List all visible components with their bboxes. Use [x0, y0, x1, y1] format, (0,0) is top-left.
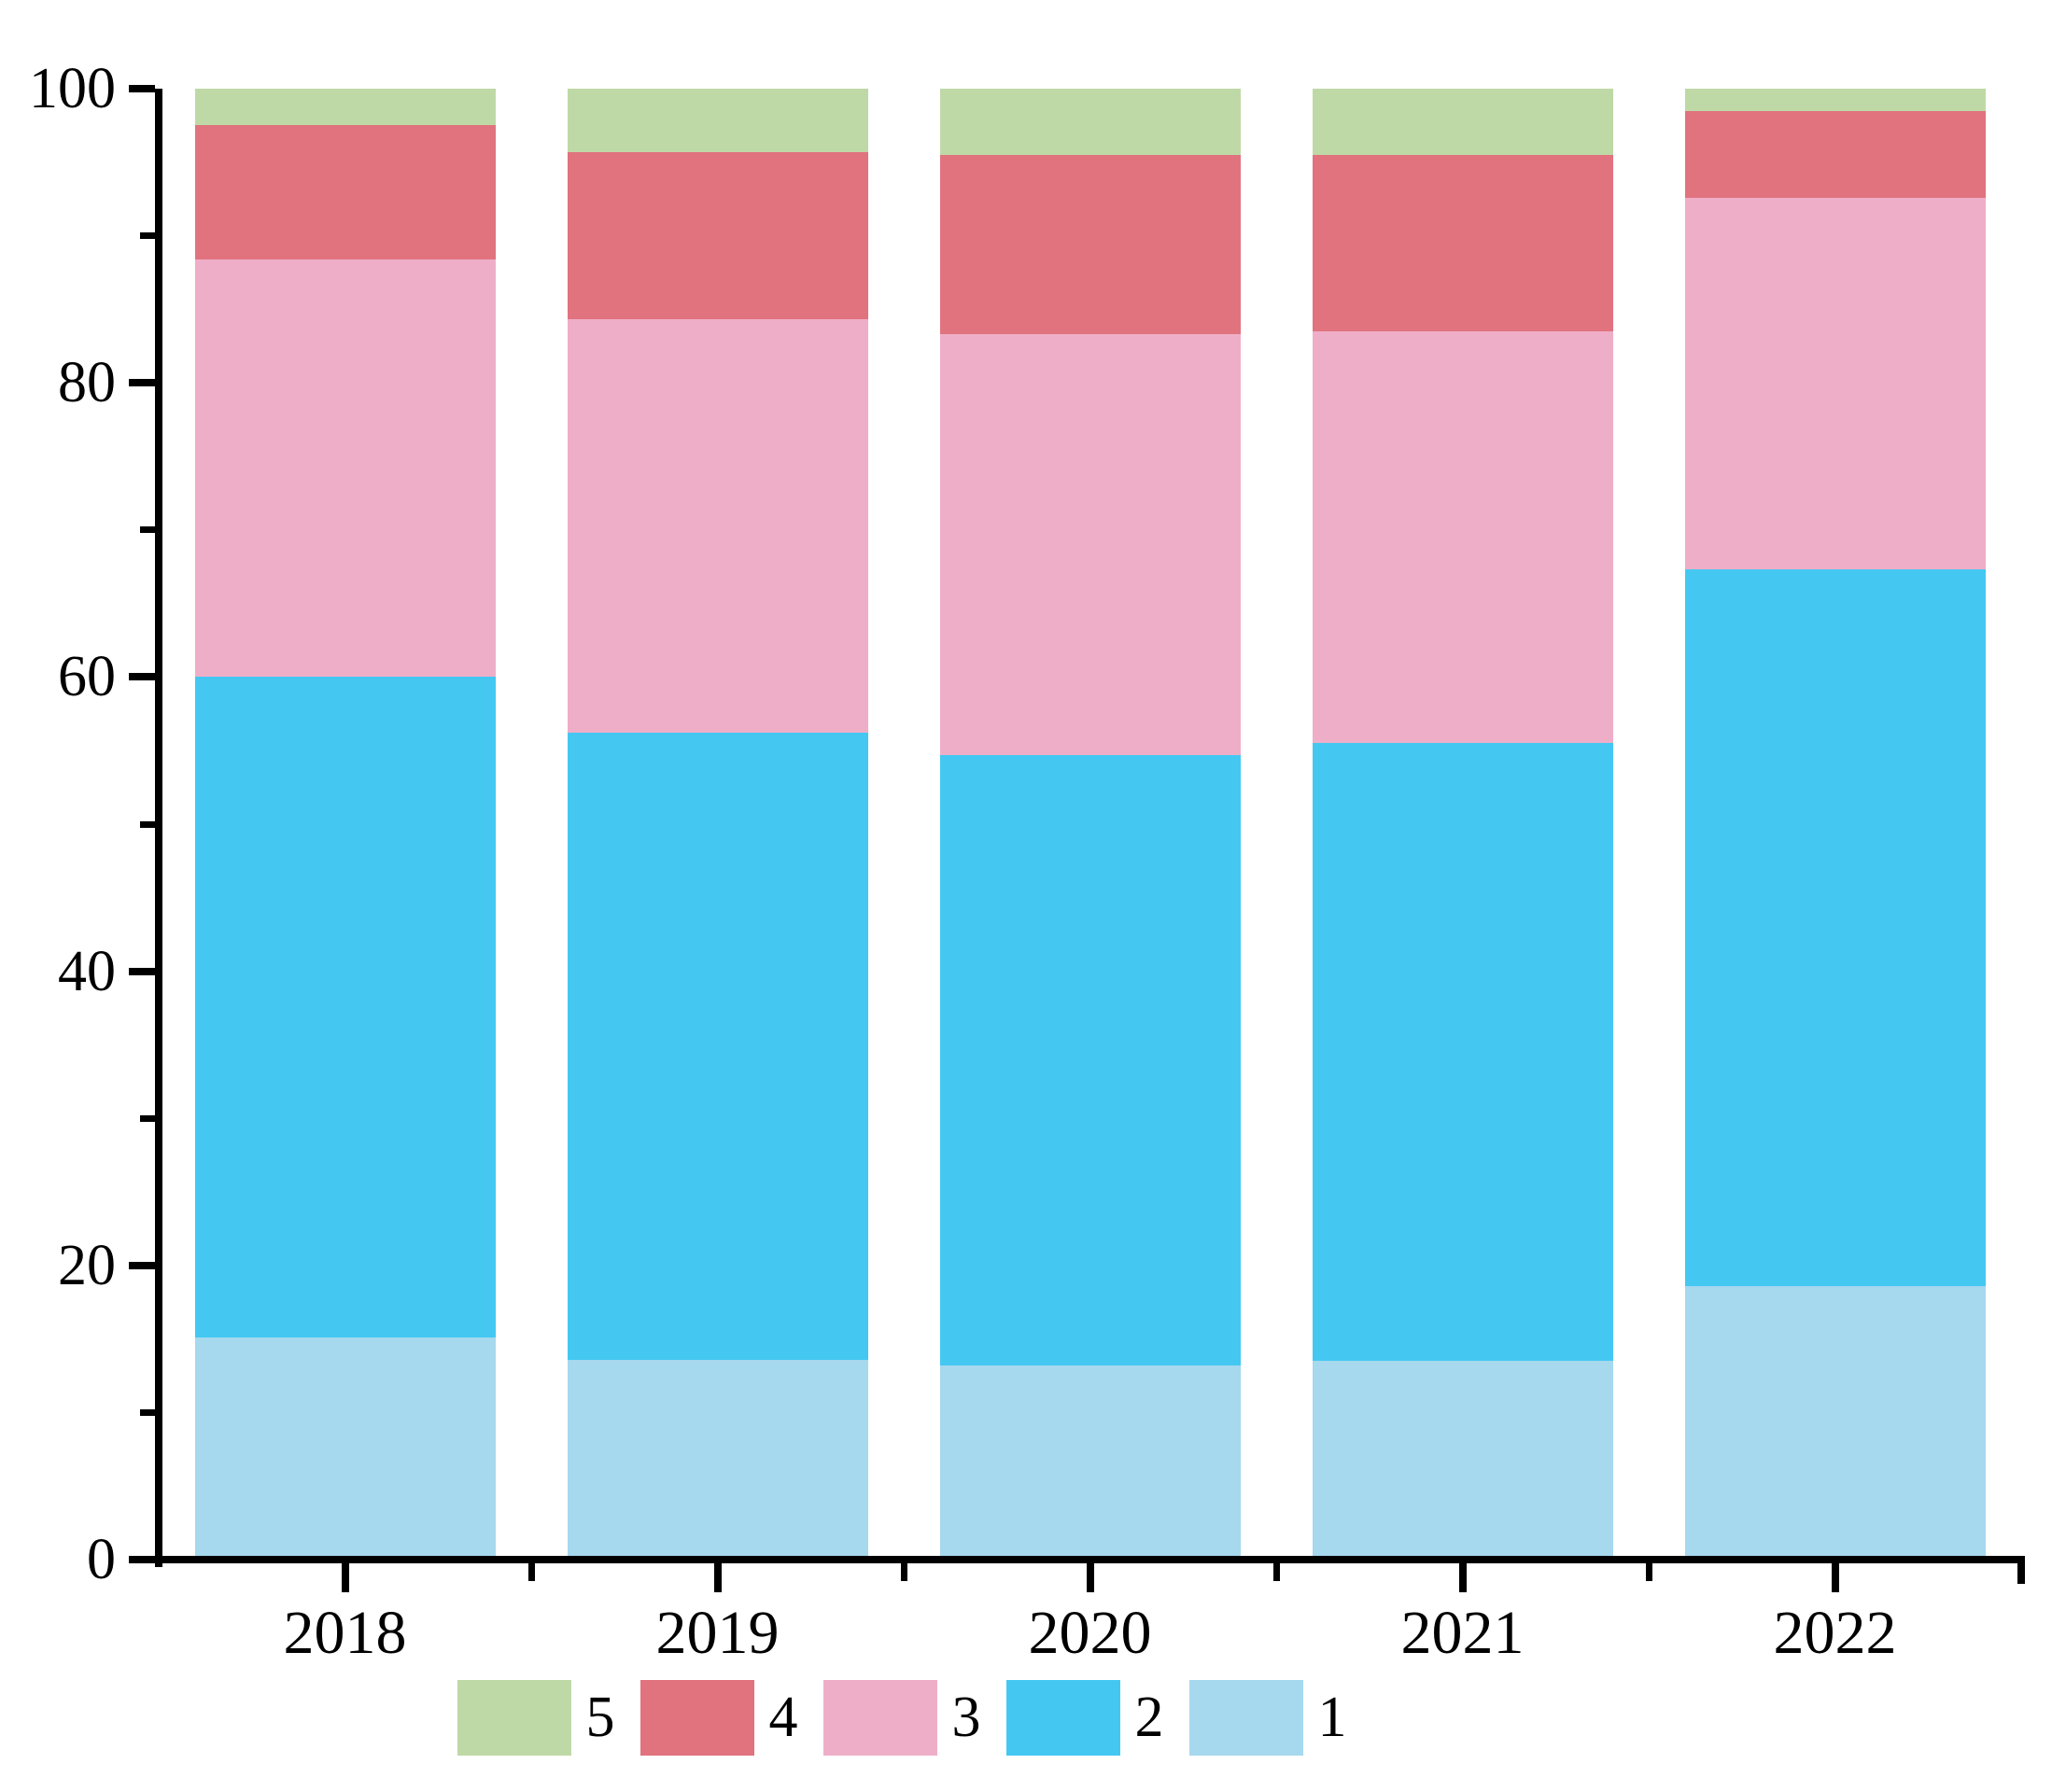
- x-tick-label-2022: 2022: [1773, 1599, 1897, 1667]
- bar-2019-segment-2: [567, 733, 868, 1360]
- bar-2019-segment-3: [567, 319, 868, 734]
- bar-2020-segment-4: [939, 154, 1241, 335]
- bar-2022-segment-2: [1684, 569, 1986, 1286]
- bar-2022-segment-1: [1684, 1285, 1986, 1560]
- x-major-tick-2019: [713, 1563, 722, 1592]
- bar-2019-segment-1: [567, 1359, 868, 1560]
- y-tick-label-0: 0: [87, 1528, 116, 1591]
- x-major-tick-2022: [1831, 1563, 1839, 1592]
- legend-label-4: 4: [768, 1686, 798, 1749]
- bar-2022-segment-4: [1684, 110, 1986, 198]
- y-minor-tick-50: [140, 820, 155, 828]
- y-major-tick-60: [129, 673, 155, 681]
- legend-swatch-1: [1188, 1680, 1303, 1756]
- bar-2018-segment-3: [194, 259, 496, 678]
- x-axis-end-tick: [2017, 1563, 2025, 1584]
- legend-swatch-5: [457, 1680, 571, 1756]
- bar-2021-segment-1: [1312, 1361, 1613, 1560]
- x-minor-tick-1: [527, 1563, 535, 1581]
- x-major-tick-2020: [1086, 1563, 1094, 1592]
- y-major-tick-0: [129, 1556, 155, 1563]
- bar-2018-segment-5: [194, 89, 496, 126]
- bar-2021-segment-4: [1312, 154, 1613, 332]
- x-major-tick-2018: [341, 1563, 349, 1592]
- legend-item-3: 3: [822, 1680, 982, 1756]
- y-axis-line: [155, 89, 162, 1567]
- legend-label-1: 1: [1317, 1686, 1347, 1749]
- bar-2018-segment-4: [194, 125, 496, 259]
- bar-2018-segment-2: [194, 677, 496, 1337]
- y-major-tick-40: [129, 967, 155, 975]
- legend-item-4: 4: [639, 1680, 799, 1756]
- x-tick-label-2021: 2021: [1400, 1599, 1525, 1667]
- x-major-tick-2021: [1458, 1563, 1467, 1592]
- legend-item-5: 5: [457, 1680, 616, 1756]
- bar-2020-segment-2: [939, 754, 1241, 1365]
- bar-2019-segment-5: [567, 89, 868, 152]
- legend-item-2: 2: [1005, 1680, 1165, 1756]
- bar-2021-segment-2: [1312, 743, 1613, 1362]
- bar-2020-segment-5: [939, 89, 1241, 155]
- bar-2021-segment-5: [1312, 89, 1613, 155]
- x-tick-label-2018: 2018: [283, 1599, 407, 1667]
- y-tick-label-20: 20: [58, 1233, 116, 1297]
- x-minor-tick-4: [1645, 1563, 1652, 1581]
- x-tick-label-2019: 2019: [655, 1599, 780, 1667]
- bar-2022-segment-3: [1684, 197, 1986, 570]
- y-tick-label-40: 40: [58, 939, 116, 1003]
- x-minor-tick-3: [1272, 1563, 1280, 1581]
- legend-swatch-3: [822, 1680, 937, 1756]
- bar-2018-segment-1: [194, 1337, 496, 1560]
- legend-label-5: 5: [585, 1686, 615, 1749]
- legend-swatch-2: [1005, 1680, 1120, 1756]
- bar-2021-segment-3: [1312, 331, 1613, 744]
- legend-label-3: 3: [951, 1686, 981, 1749]
- chart-legend: 5 4 3 2 1: [457, 1680, 1348, 1756]
- bar-2020-segment-1: [939, 1365, 1241, 1560]
- y-minor-tick-70: [140, 526, 155, 534]
- x-axis-line: [155, 1556, 2025, 1563]
- y-minor-tick-10: [140, 1408, 155, 1416]
- y-tick-label-80: 80: [58, 351, 116, 415]
- y-minor-tick-30: [140, 1114, 155, 1122]
- y-tick-label-60: 60: [58, 645, 116, 709]
- y-major-tick-80: [129, 379, 155, 387]
- x-tick-label-2020: 2020: [1028, 1599, 1152, 1667]
- y-tick-label-100: 100: [29, 57, 116, 120]
- y-minor-tick-90: [140, 232, 155, 240]
- y-major-tick-20: [129, 1261, 155, 1269]
- legend-swatch-4: [639, 1680, 754, 1756]
- bar-2019-segment-4: [567, 151, 868, 320]
- legend-label-2: 2: [1134, 1686, 1164, 1749]
- bar-2020-segment-3: [939, 334, 1241, 755]
- bar-2022-segment-5: [1684, 89, 1986, 111]
- legend-item-1: 1: [1188, 1680, 1348, 1756]
- x-minor-tick-2: [900, 1563, 907, 1581]
- y-major-tick-100: [129, 85, 155, 92]
